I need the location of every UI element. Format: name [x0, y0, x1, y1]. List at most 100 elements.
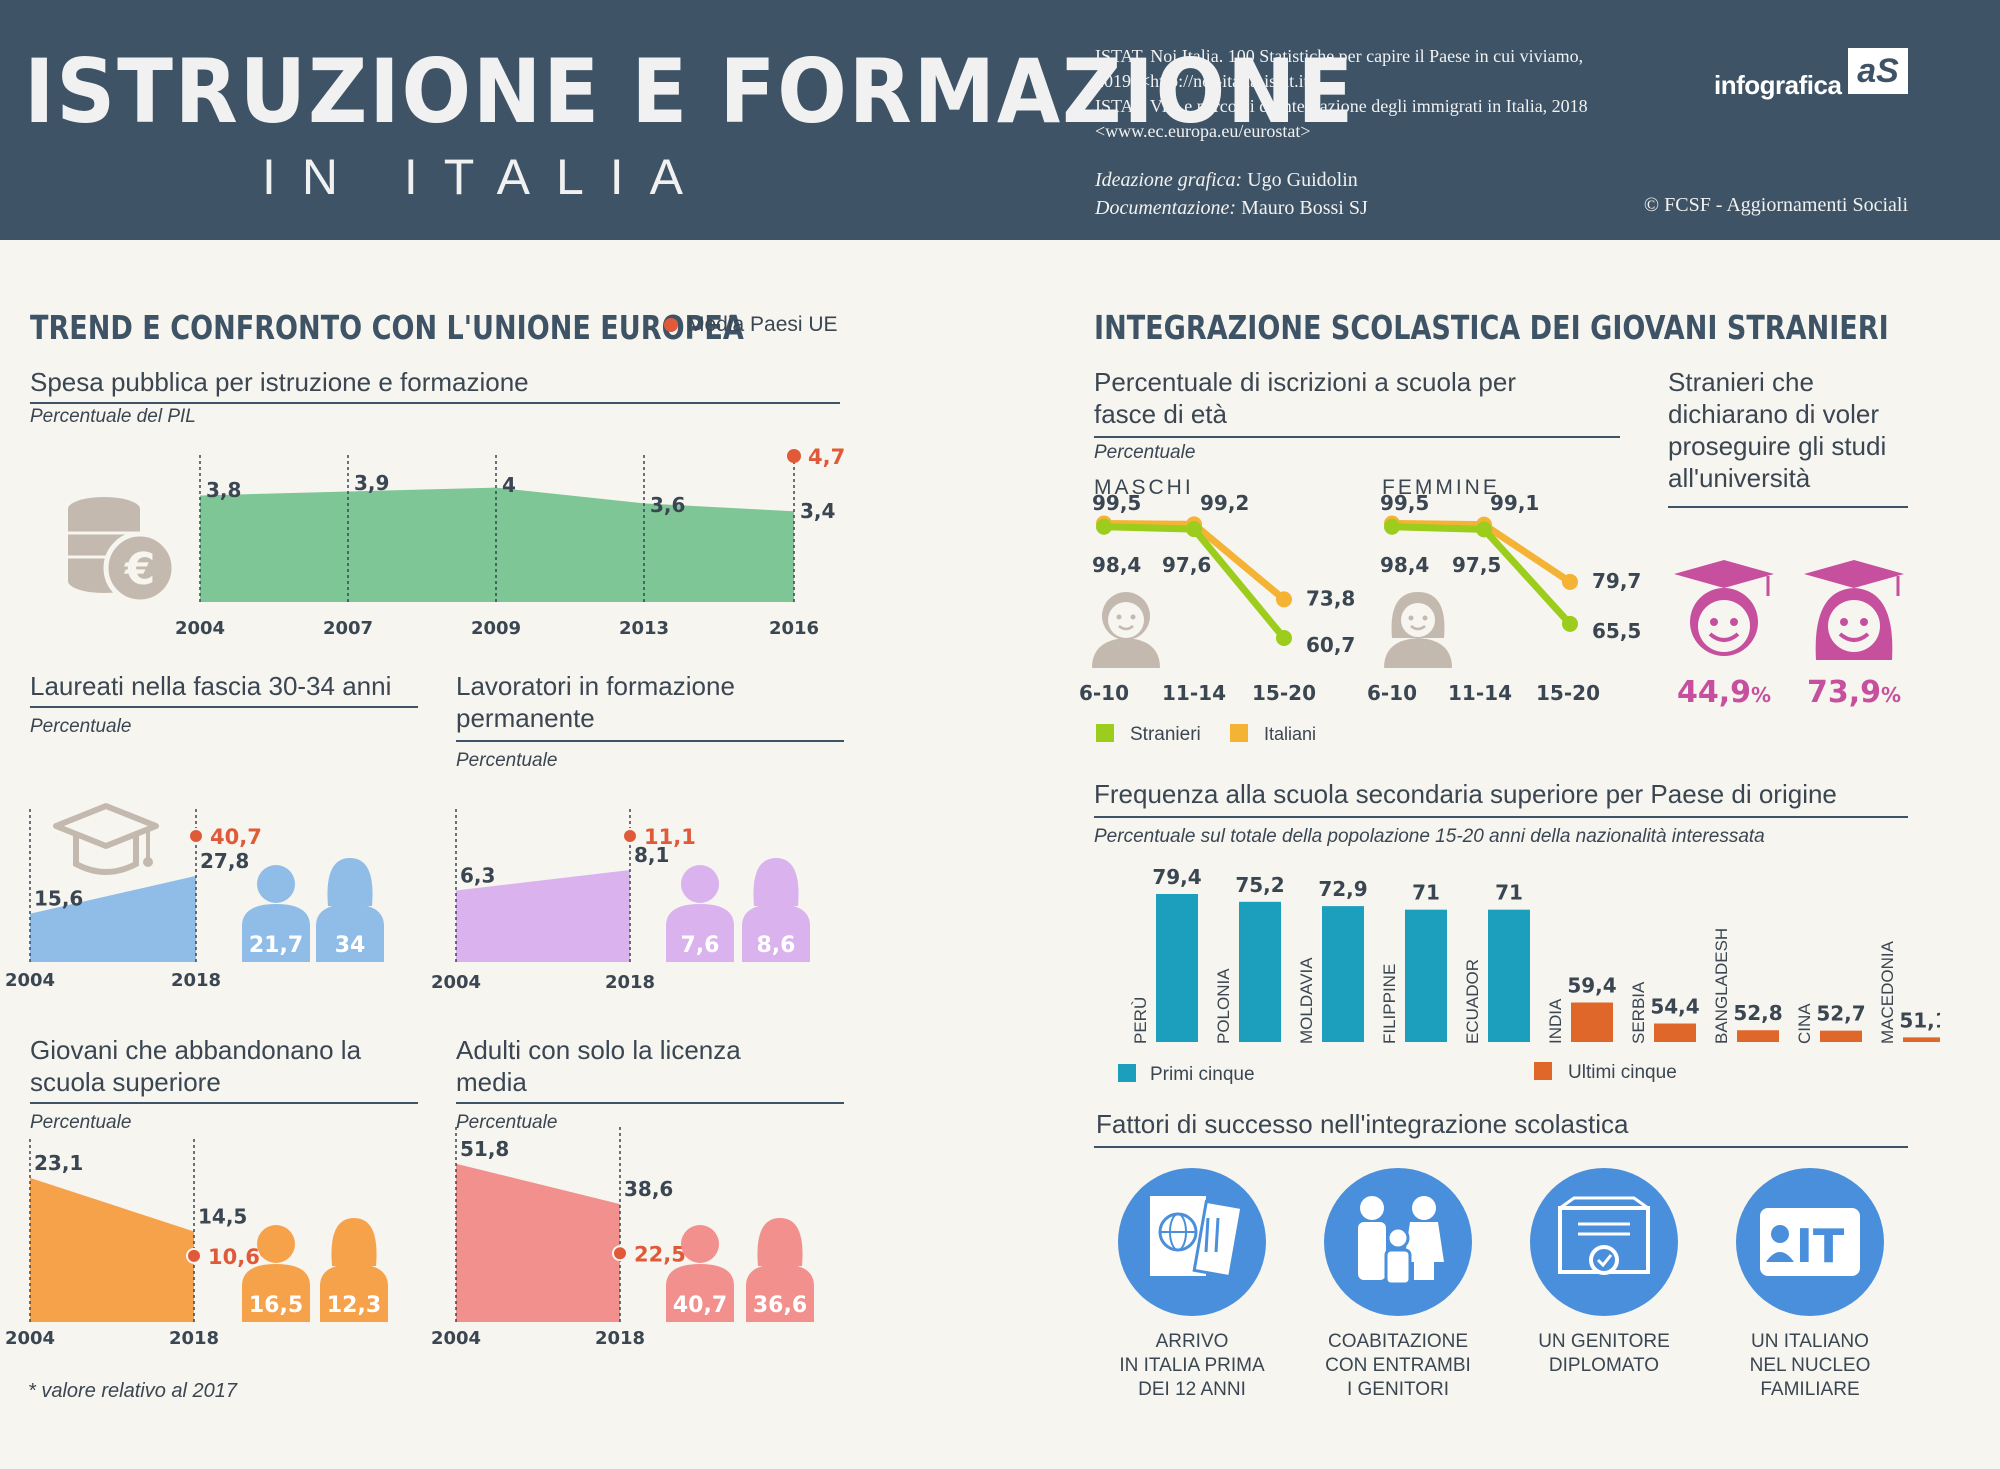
- adulti-male-value: 40,7: [673, 1293, 727, 1318]
- divider: [456, 740, 844, 742]
- logo-mark: aS: [1848, 48, 1908, 94]
- bar-value-label: 71: [1412, 881, 1440, 905]
- lavoratori-value-label: 6,3: [460, 863, 495, 887]
- legend-swatch-primi: [1118, 1064, 1136, 1082]
- family-icon: [1358, 1196, 1444, 1286]
- page-subtitle: IN ITALIA: [262, 149, 710, 205]
- factor-label-line: DIPLOMATO: [1548, 1355, 1660, 1376]
- lavoratori-male-value: 7,6: [681, 933, 720, 958]
- male-person-icon: [666, 865, 734, 962]
- iscrizioni-title: Percentuale di iscrizioni a scuola per f…: [1094, 367, 1516, 429]
- laureati-year-label: 2018: [171, 970, 221, 991]
- credit-grafica-name: Ugo Guidolin: [1247, 169, 1358, 191]
- factor-label-line: ARRIVO: [1155, 1331, 1229, 1352]
- abbandono-year-label: 2004: [5, 1328, 55, 1349]
- graduate-boy-icon: [1674, 560, 1774, 656]
- bar-value-label: 52,8: [1733, 1001, 1782, 1025]
- laureati-value-label: 15,6: [34, 887, 83, 911]
- divider: [30, 402, 840, 404]
- bar-category-label: BANGLADESH: [1712, 928, 1731, 1044]
- bar-value-label: 79,4: [1152, 865, 1201, 889]
- value-label: 97,6: [1162, 553, 1211, 577]
- adulti-value-label: 51,8: [460, 1137, 509, 1161]
- legend-label-stranieri: Stranieri: [1130, 724, 1201, 745]
- svg-text:€: €: [124, 544, 156, 595]
- source-line: <www.ec.europa.eu/eurostat>: [1095, 121, 1311, 141]
- frequenza-subtitle: Percentuale sul totale della popolazione…: [1094, 826, 1765, 847]
- footnote: * valore relativo al 2017: [28, 1380, 237, 1403]
- divider: [1094, 1146, 1908, 1148]
- age-category-label: 11-14: [1448, 681, 1512, 705]
- factor-label-line: FAMILIARE: [1760, 1379, 1860, 1400]
- abbandono-title: Giovani che abbandonano la scuola superi…: [30, 1035, 362, 1097]
- laureati-value-label: 27,8: [200, 849, 249, 873]
- spesa-year-label: 2004: [175, 618, 225, 639]
- male-person-icon: [666, 1225, 734, 1322]
- factor-label-line: I GENITORI: [1346, 1379, 1450, 1400]
- bar: [1571, 1002, 1613, 1042]
- abbandono-area: [30, 1177, 194, 1322]
- legend-swatch-italiani: [1230, 724, 1248, 742]
- value-label: 99,5: [1380, 491, 1429, 515]
- value-label: 60,7: [1306, 633, 1355, 657]
- page-title: ISTRUZIONE E FORMAZIONE: [24, 40, 1356, 143]
- legend-label-italiani: Italiani: [1264, 724, 1316, 744]
- panel-label-maschi: MASCHI: [1094, 476, 1194, 499]
- bar-category-label: POLONIA: [1214, 968, 1233, 1044]
- bar: [1654, 1023, 1696, 1042]
- female-person-icon: [316, 858, 384, 962]
- graduate-girl-icon: [1804, 560, 1904, 660]
- value-label: 65,5: [1592, 619, 1641, 643]
- factor-label-line: DEI 12 ANNI: [1138, 1379, 1246, 1400]
- legend-swatch-ultimi: [1534, 1062, 1552, 1080]
- footnote-text: * valore relativo al 2017: [28, 1380, 238, 1402]
- divider: [1094, 816, 1908, 818]
- panel-label-femmine: FEMMINE: [1382, 476, 1500, 499]
- girl-icon: [1384, 592, 1452, 668]
- factor-label: COABITAZIONE CON ENTRAMBI I GENITORI: [1298, 1330, 1498, 1402]
- bar: [1405, 909, 1447, 1042]
- value-label: 98,4: [1092, 553, 1141, 577]
- frequenza-title: Frequenza alla scuola secondaria superio…: [1094, 779, 1837, 809]
- laureati-year-label: 2004: [5, 970, 55, 991]
- abbandono-year-label: 2018: [169, 1328, 219, 1349]
- factor-label-line: UN GENITORE: [1538, 1331, 1670, 1352]
- bar-category-label: PERÙ: [1131, 997, 1150, 1044]
- iscrizioni-chart: MASCHI FEMMINE 99,5 99,2 98,4 97,6 73,8 60,7 6…: [1080, 476, 1904, 745]
- spesa-value-label: 3,9: [354, 471, 389, 495]
- passport-icon: [1150, 1196, 1244, 1279]
- point-stranieri: [1186, 521, 1202, 538]
- source-line: ISTAT, Noi Italia. 100 Statistiche per c…: [1095, 46, 1584, 66]
- universita-value: 73,9%: [1807, 675, 1901, 710]
- boy-icon: [1092, 592, 1160, 668]
- sources: ISTAT, Noi Italia. 100 Statistiche per c…: [1095, 44, 1695, 144]
- abbandono-value-label: 14,5: [198, 1205, 247, 1229]
- bar-value-label: 51,1: [1899, 1008, 1940, 1032]
- age-category-label: 11-14: [1162, 681, 1226, 705]
- adulti-title: Adulti con solo la licenza media: [456, 1035, 741, 1097]
- right-section-title: INTEGRAZIONE SCOLASTICA DEI GIOVANI STRA…: [1094, 308, 1889, 347]
- age-category-label: 6-10: [1367, 681, 1417, 705]
- bar: [1488, 909, 1530, 1042]
- adulti-eu-dot: [612, 1245, 628, 1262]
- factors-icons: IT: [1118, 1168, 1884, 1316]
- spesa-year-label: 2013: [619, 618, 669, 639]
- bar-value-label: 52,7: [1816, 1002, 1865, 1026]
- universita-title: Stranieri che dichiarano di voler proseg…: [1668, 367, 1887, 493]
- it-icon-text: IT: [1796, 1219, 1845, 1273]
- factor-label-line: UN ITALIANO: [1751, 1331, 1869, 1352]
- abbandono-female-value: 12,3: [327, 1293, 381, 1318]
- bar: [1322, 906, 1364, 1042]
- bar-category-label: SERBIA: [1629, 981, 1648, 1044]
- factors-title: Fattori di successo nell'integrazione sc…: [1096, 1109, 1629, 1139]
- lavoratori-female-value: 8,6: [757, 933, 796, 958]
- lavoratori-value-label: 8,1: [634, 843, 669, 867]
- factor-label: UN ITALIANO NEL NUCLEO FAMILIARE: [1710, 1330, 1910, 1402]
- credit-grafica-label: Ideazione grafica:: [1095, 169, 1243, 191]
- female-person-icon: [742, 858, 810, 962]
- bar-category-label: FILIPPINE: [1380, 964, 1399, 1044]
- spesa-eu-label: 4,7: [808, 445, 845, 469]
- coins-euro-icon: €: [68, 497, 177, 605]
- value-label: 79,7: [1592, 569, 1641, 593]
- adulti-value-label: 38,6: [624, 1177, 673, 1201]
